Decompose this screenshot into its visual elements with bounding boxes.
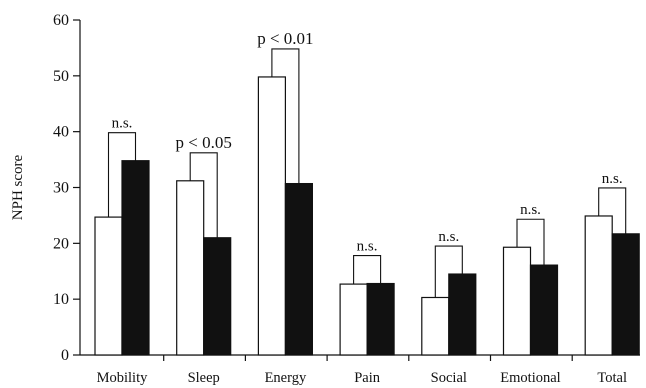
category-labels: Mobility Sleep Energy Pain Social Emotional To…	[97, 355, 627, 386]
category-label: Total	[597, 370, 627, 386]
category-label: Sleep	[188, 370, 220, 386]
significance-bracket	[434, 245, 463, 298]
category-label: Energy	[265, 370, 307, 386]
bar-series-1	[94, 216, 123, 356]
significance-label: p < 0.05	[176, 133, 232, 152]
bars	[94, 76, 640, 356]
bar-series-1	[584, 215, 613, 356]
significance-label: n.s.	[112, 116, 133, 132]
significance-brackets: n.s. p < 0.05 p < 0.01 n.s. n.s. n.s. n.s.	[107, 29, 627, 298]
category-label: Social	[431, 370, 467, 386]
bar-series-1	[176, 180, 205, 356]
significance-label: n.s.	[602, 171, 623, 187]
significance-bracket	[189, 152, 218, 238]
significance-label: n.s.	[438, 229, 459, 245]
bar-series-2	[448, 273, 477, 356]
bar-series-2	[611, 233, 640, 356]
y-tick-label: 50	[53, 68, 69, 85]
bar-series-2	[529, 264, 559, 356]
y-tick-label: 40	[53, 124, 69, 141]
bar-series-1	[502, 246, 532, 356]
bar-series-1	[421, 296, 450, 356]
bar-series-1	[257, 76, 286, 356]
y-tick-label: 30	[53, 180, 69, 197]
category-label: Pain	[354, 370, 381, 386]
significance-label: n.s.	[357, 239, 378, 255]
significance-bracket	[516, 218, 545, 266]
significance-label: n.s.	[520, 202, 541, 218]
bar-series-2	[121, 160, 150, 356]
bar-series-2	[203, 237, 232, 356]
bar-series-2	[284, 182, 313, 356]
significance-label: p < 0.01	[257, 29, 313, 48]
significance-bracket	[271, 48, 300, 184]
y-tick-label: 0	[61, 347, 69, 364]
y-tick-label: 10	[53, 291, 69, 308]
bar-series-2	[366, 282, 395, 356]
bar-series-1	[339, 283, 368, 356]
significance-bracket	[598, 187, 627, 234]
y-axis-title: NPH score	[10, 154, 26, 220]
y-tick-label: 60	[53, 12, 69, 29]
category-label: Emotional	[500, 370, 560, 386]
significance-bracket	[107, 132, 137, 218]
category-label: Mobility	[97, 370, 149, 386]
y-tick-label: 20	[53, 235, 69, 252]
y-ticks: 0 10 20 30 40 50 60	[53, 12, 80, 364]
significance-bracket	[353, 254, 382, 285]
